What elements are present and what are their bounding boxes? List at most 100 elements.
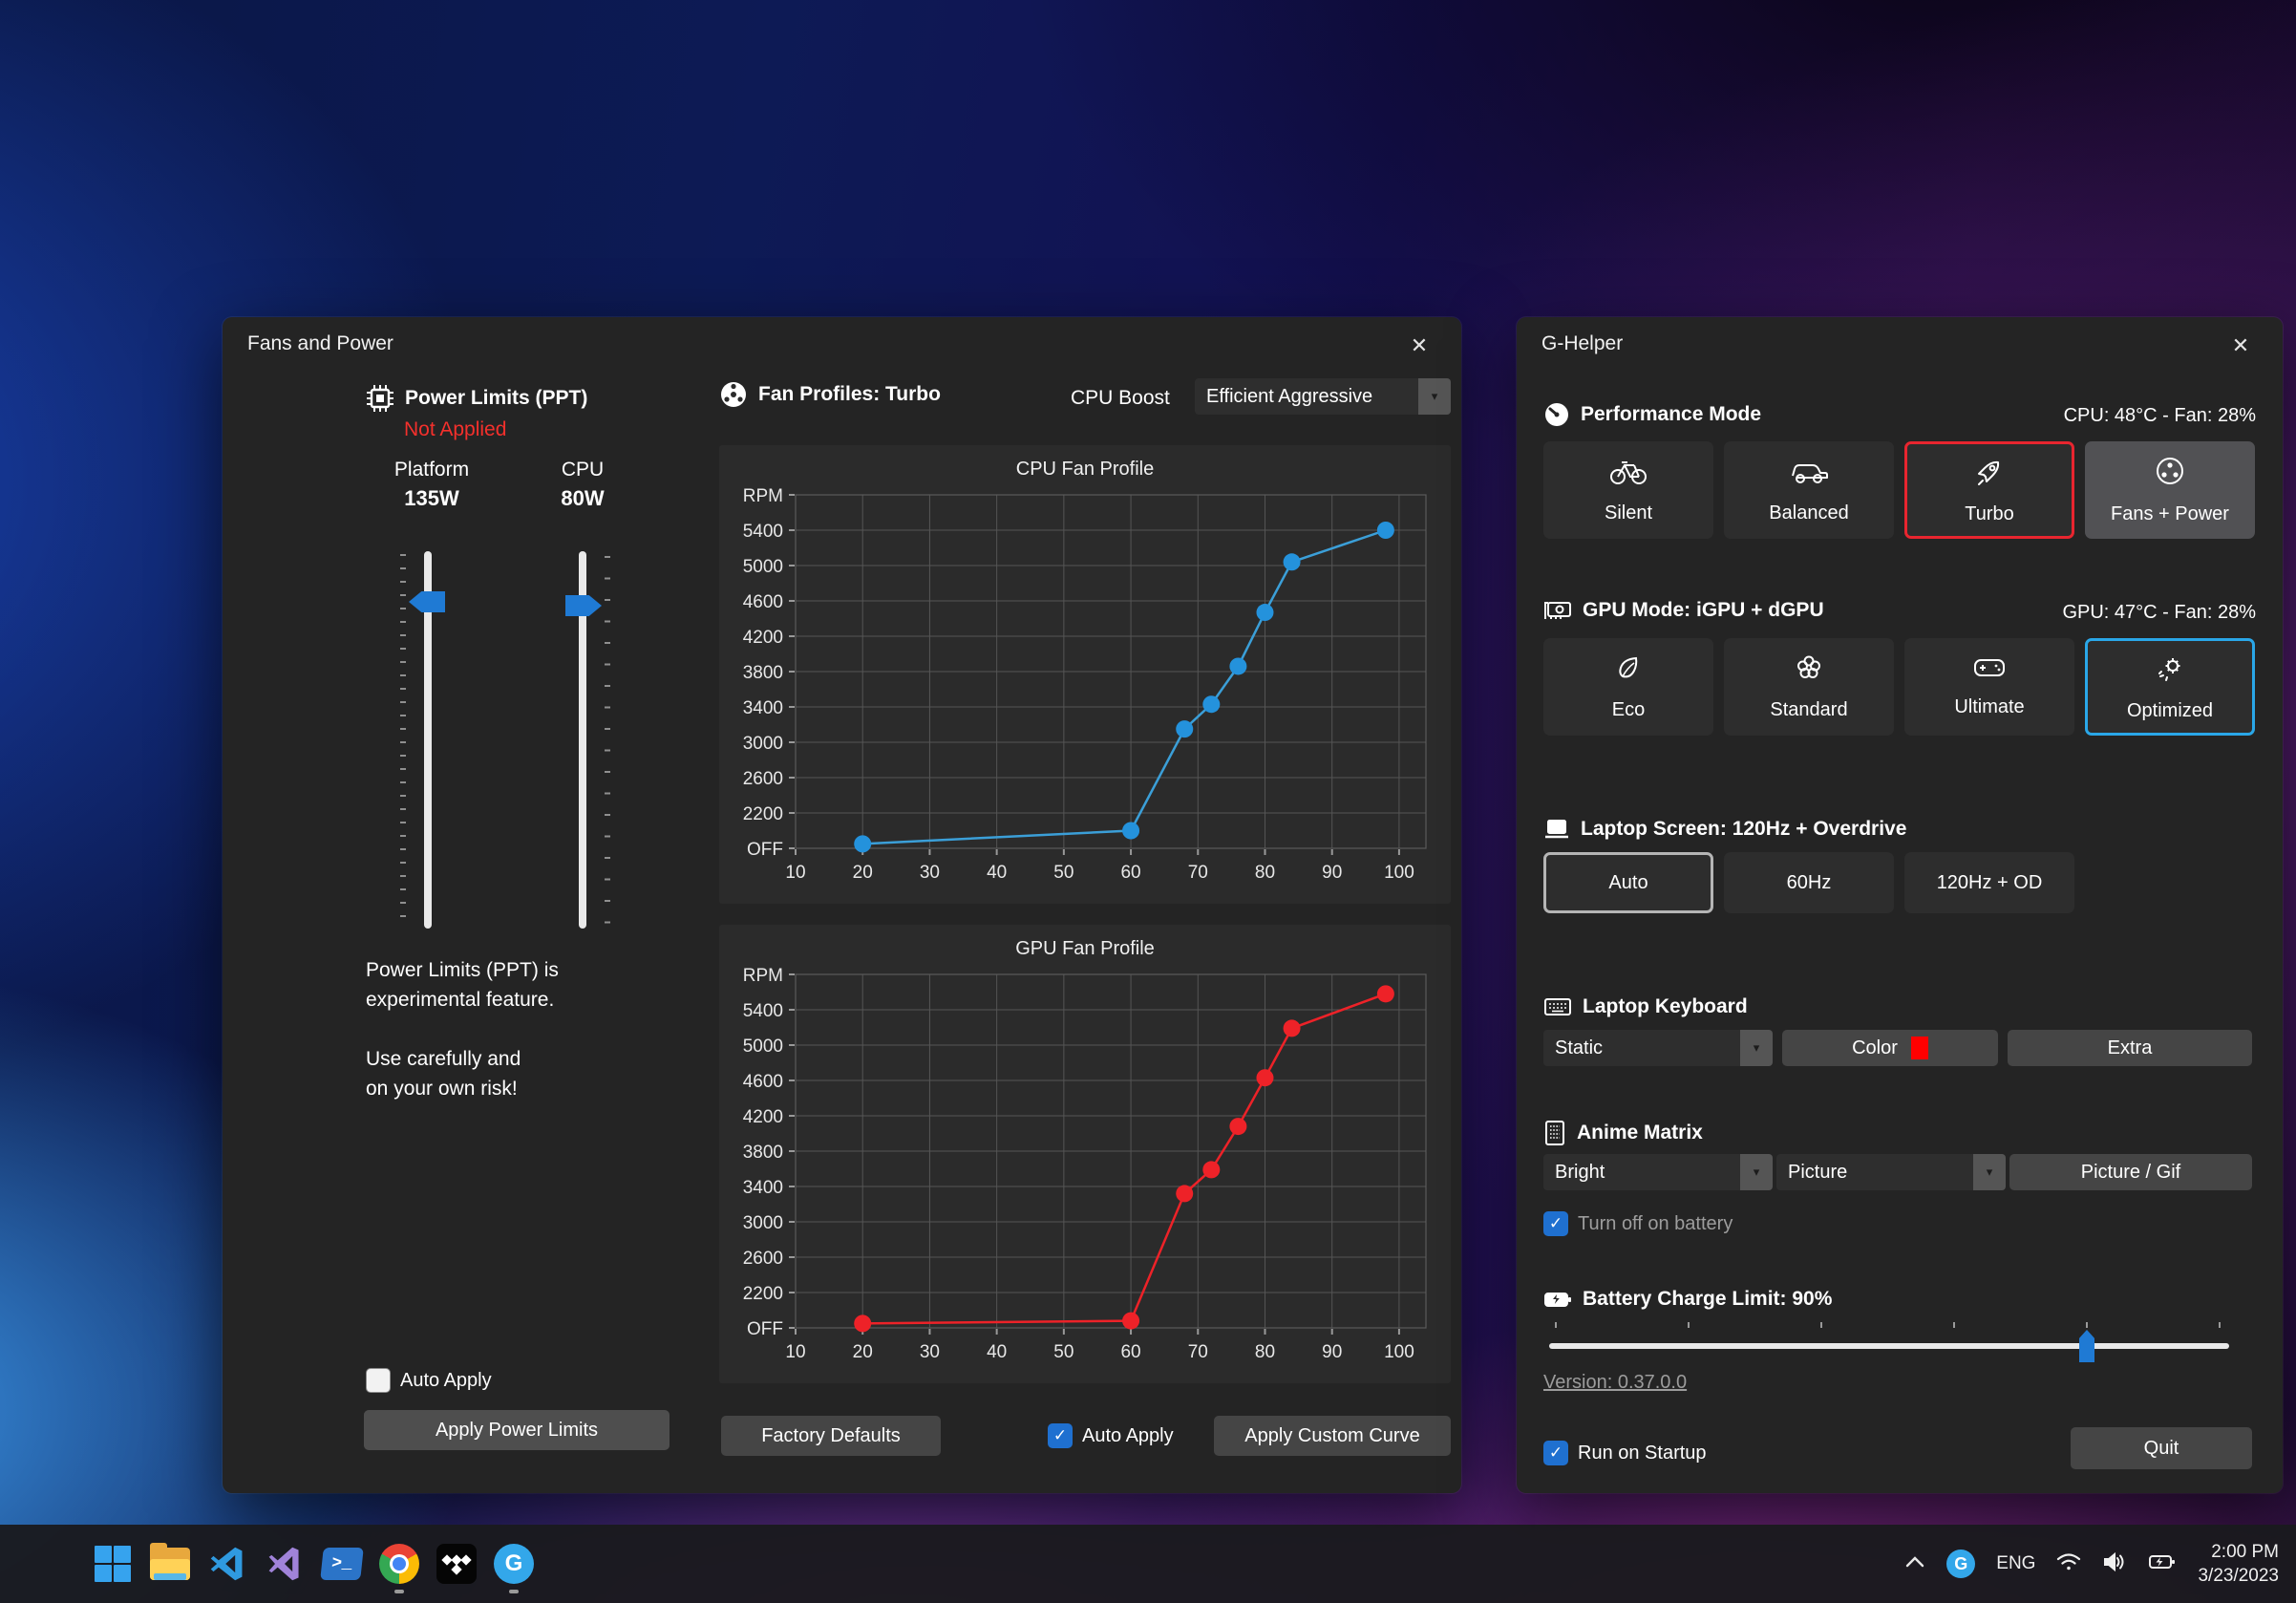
- laptop-keyboard-title: Laptop Keyboard: [1583, 995, 1748, 1017]
- svg-text:40: 40: [987, 1342, 1007, 1362]
- chevron-down-icon[interactable]: ▾: [1418, 378, 1451, 415]
- auto-apply-checkbox[interactable]: [366, 1368, 391, 1393]
- battery-icon: [1543, 1289, 1572, 1310]
- visual-studio-icon[interactable]: [264, 1543, 306, 1585]
- taskbar-apps: >_ G: [0, 1543, 535, 1593]
- tidal-icon[interactable]: [436, 1543, 478, 1585]
- slider-ticks: [605, 556, 610, 925]
- keyboard-icon: [1543, 996, 1572, 1017]
- svg-text:RPM: RPM: [743, 486, 783, 506]
- cpu-boost-label: CPU Boost: [1071, 387, 1170, 409]
- chevron-down-icon[interactable]: ▾: [1740, 1030, 1773, 1066]
- gpu-mode-heading: GPU Mode: iGPU + dGPU: [1543, 598, 1824, 623]
- fan-profiles-title: Fan Profiles: Turbo: [758, 383, 941, 405]
- version-link[interactable]: Version: 0.37.0.0: [1543, 1372, 1688, 1393]
- turn-off-on-battery-checkbox[interactable]: ✓: [1543, 1211, 1568, 1236]
- performance-mode-title: Performance Mode: [1581, 403, 1762, 425]
- power-limits-title: Power Limits (PPT): [405, 387, 588, 409]
- svg-text:70: 70: [1188, 863, 1208, 883]
- svg-text:3400: 3400: [743, 698, 783, 718]
- close-icon[interactable]: ✕: [1410, 333, 1429, 357]
- note-line: experimental feature.: [366, 989, 555, 1011]
- slider-handle[interactable]: [2079, 1330, 2094, 1362]
- car-icon: [1789, 457, 1829, 491]
- svg-text:RPM: RPM: [743, 966, 783, 986]
- matrix-icon: [1543, 1120, 1566, 1146]
- gpu-button-standard[interactable]: Standard: [1724, 638, 1894, 736]
- svg-text:4600: 4600: [743, 592, 783, 612]
- start-button[interactable]: [92, 1543, 134, 1585]
- performance-mode-heading: Performance Mode: [1543, 401, 1761, 428]
- mode-button-turbo[interactable]: Turbo: [1904, 441, 2074, 539]
- keyboard-mode-dropdown[interactable]: Static ▾: [1543, 1030, 1773, 1066]
- screen-button-120hz-od[interactable]: 120Hz + OD: [1904, 852, 2074, 913]
- battery-limit-title: Battery Charge Limit: 90%: [1583, 1288, 1833, 1310]
- system-tray: G ENG 2:00 PM 3/23/2023: [1904, 1525, 2279, 1603]
- wifi-icon[interactable]: [2056, 1552, 2081, 1576]
- chrome-icon[interactable]: [378, 1543, 420, 1593]
- matrix-running-dropdown[interactable]: Picture ▾: [1776, 1154, 2006, 1190]
- keyboard-color-label: Color: [1852, 1037, 1898, 1058]
- mode-button-silent[interactable]: Silent: [1543, 441, 1713, 539]
- note-line: on your own risk!: [366, 1078, 518, 1100]
- slider-track[interactable]: [424, 551, 432, 929]
- screen-button-auto[interactable]: Auto: [1543, 852, 1713, 913]
- tray-chevron-up-icon[interactable]: [1904, 1555, 1925, 1573]
- laptop-screen-title: Laptop Screen: 120Hz + Overdrive: [1581, 818, 1907, 840]
- close-icon[interactable]: ✕: [2231, 333, 2250, 357]
- matrix-brightness-dropdown[interactable]: Bright ▾: [1543, 1154, 1773, 1190]
- screen-button-60hz[interactable]: 60Hz: [1724, 852, 1894, 913]
- mode-button-balanced[interactable]: Balanced: [1724, 441, 1894, 539]
- laptop-icon: [1543, 818, 1570, 841]
- mode-button-fans-power[interactable]: Fans + Power: [2085, 441, 2255, 539]
- ghelper-taskbar-icon[interactable]: G: [493, 1543, 535, 1593]
- quit-button[interactable]: Quit: [2071, 1427, 2252, 1469]
- mode-label: Turbo: [1965, 502, 2014, 524]
- chevron-down-icon[interactable]: ▾: [1740, 1154, 1773, 1190]
- platform-value: 135W: [404, 486, 459, 510]
- gpu-button-optimized[interactable]: Optimized: [2085, 638, 2255, 736]
- tray-time: 2:00 PM: [2211, 1542, 2279, 1562]
- svg-text:3000: 3000: [743, 1213, 783, 1233]
- screen-option-label: Auto: [1608, 871, 1648, 893]
- curve-auto-apply-row: ✓ Auto Apply: [1048, 1423, 1174, 1448]
- ghelper-tray-icon[interactable]: G: [1946, 1550, 1976, 1578]
- gpu-button-eco[interactable]: Eco: [1543, 638, 1713, 736]
- powershell-icon[interactable]: >_: [320, 1543, 364, 1585]
- svg-text:20: 20: [853, 863, 873, 883]
- chevron-down-icon[interactable]: ▾: [1973, 1154, 2006, 1190]
- mode-label: Fans + Power: [2111, 502, 2229, 524]
- vscode-icon[interactable]: [206, 1543, 248, 1585]
- anime-matrix-heading: Anime Matrix: [1543, 1120, 1703, 1146]
- cpu-limit-label: CPU: [561, 459, 605, 481]
- language-indicator[interactable]: ENG: [1996, 1553, 2036, 1573]
- taskbar: >_ G G ENG: [0, 1525, 2296, 1603]
- auto-apply-checkbox[interactable]: ✓: [1048, 1423, 1073, 1448]
- slider-track[interactable]: [579, 551, 586, 929]
- cpu-fan-chart-panel[interactable]: CPU Fan Profile OFF 2200 2600 3000 3400 3800 4…: [719, 445, 1451, 904]
- battery-tray-icon[interactable]: [2148, 1552, 2177, 1576]
- file-explorer-icon[interactable]: [149, 1543, 191, 1585]
- svg-text:5400: 5400: [743, 522, 783, 542]
- cpu-boost-dropdown[interactable]: Efficient Aggressive ▾: [1195, 378, 1451, 415]
- matrix-picture-gif-button[interactable]: Picture / Gif: [2009, 1154, 2252, 1190]
- gpu-fan-chart-panel[interactable]: GPU Fan Profile OFF 2200 2600 3000 3400 3800 4…: [719, 925, 1451, 1383]
- cpu-fan-chart[interactable]: OFF 2200 2600 3000 3400 3800 4200 4600 5000 5400 R…: [719, 483, 1451, 907]
- svg-text:70: 70: [1188, 1342, 1208, 1362]
- apply-power-limits-button[interactable]: Apply Power Limits: [364, 1410, 670, 1450]
- clock[interactable]: 2:00 PM 3/23/2023: [2198, 1540, 2279, 1588]
- volume-icon[interactable]: [2102, 1551, 2127, 1577]
- apply-custom-curve-button[interactable]: Apply Custom Curve: [1214, 1416, 1451, 1456]
- svg-text:30: 30: [920, 1342, 940, 1362]
- factory-defaults-button[interactable]: Factory Defaults: [721, 1416, 941, 1456]
- gpu-button-ultimate[interactable]: Ultimate: [1904, 638, 2074, 736]
- keyboard-extra-button[interactable]: Extra: [2008, 1030, 2252, 1066]
- gpu-fan-chart[interactable]: OFF 2200 2600 3000 3400 3800 4200 4600 5000 5400 R…: [719, 963, 1451, 1386]
- run-on-startup-checkbox[interactable]: ✓: [1543, 1441, 1568, 1465]
- slider-handle[interactable]: [409, 591, 445, 612]
- mode-label: Optimized: [2126, 699, 2214, 721]
- slider-track[interactable]: [1549, 1343, 2229, 1349]
- matrix-battery-row: ✓ Turn off on battery: [1543, 1211, 1733, 1236]
- keyboard-color-button[interactable]: Color: [1782, 1030, 1998, 1066]
- slider-handle[interactable]: [565, 595, 602, 616]
